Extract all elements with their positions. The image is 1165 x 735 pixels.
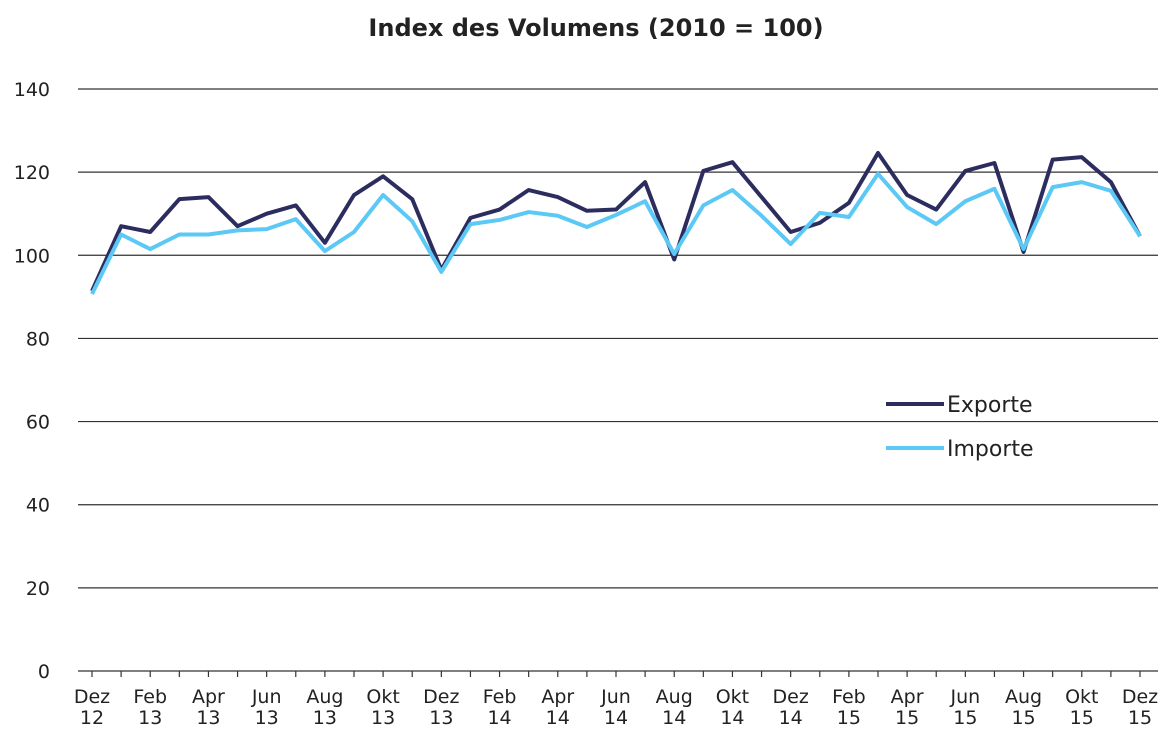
x-tick-label: Aug 13 — [306, 686, 343, 729]
x-tick-label: Dez 14 — [773, 686, 809, 729]
x-tick-label-line: 13 — [255, 707, 279, 729]
x-tick-label-line: Apr — [192, 686, 225, 708]
x-tick-label-line: Okt — [366, 686, 399, 708]
y-tick-label: 80 — [26, 328, 50, 350]
x-tick-label: Okt 13 — [366, 686, 399, 729]
x-tick-label: Apr 15 — [891, 686, 924, 729]
x-tick-label-line: 13 — [371, 707, 395, 729]
x-tick-label-line: Dez — [423, 686, 459, 708]
x-tick-label: Jun 14 — [600, 686, 631, 729]
y-tick-label: 20 — [26, 578, 50, 600]
x-tick-label: Okt 14 — [716, 686, 749, 729]
x-tick-label: Jun 13 — [251, 686, 282, 729]
x-tick-label: Jun 15 — [949, 686, 980, 729]
x-tick-label-line: Okt — [716, 686, 749, 708]
legend-label: Importe — [947, 437, 1034, 462]
x-tick-label-line: 13 — [138, 707, 162, 729]
x-tick-label-line: 14 — [487, 707, 511, 729]
x-tick-label-line: 15 — [895, 707, 919, 729]
x-tick-label: Dez 12 — [74, 686, 110, 729]
x-tick-label: Feb 13 — [133, 686, 167, 729]
series-line — [90, 171, 1142, 295]
x-tick-label-line: Dez — [74, 686, 110, 708]
x-tick-label: Feb 15 — [832, 686, 866, 729]
x-tick-label: Aug 14 — [656, 686, 693, 729]
x-tick-label-line: 13 — [313, 707, 337, 729]
x-tick-label-line: 14 — [720, 707, 744, 729]
series-line — [90, 151, 1142, 292]
x-tick-label-line: 15 — [1128, 707, 1152, 729]
x-tick-label-line: Feb — [483, 686, 517, 708]
x-tick-label: Feb 14 — [483, 686, 517, 729]
x-tick-label-line: 14 — [662, 707, 686, 729]
x-tick-label-line: Jun — [949, 686, 980, 708]
x-tick-label: Dez 15 — [1122, 686, 1158, 729]
x-tick-label-line: 14 — [604, 707, 628, 729]
y-tick-label: 140 — [14, 79, 50, 101]
x-tick-label-line: Dez — [1122, 686, 1158, 708]
legend-label: Exporte — [947, 393, 1033, 418]
x-tick-label: Apr 13 — [192, 686, 225, 729]
x-tick-label-line: Jun — [251, 686, 282, 708]
x-tick-label-line: Apr — [891, 686, 924, 708]
chart-title: Index des Volumens (2010 = 100) — [368, 14, 823, 42]
x-tick-label-line: 14 — [546, 707, 570, 729]
y-tick-label: 0 — [38, 661, 50, 683]
x-tick-label-line: 15 — [837, 707, 861, 729]
x-tick-label-line: 14 — [779, 707, 803, 729]
y-tick-label: 120 — [14, 162, 50, 184]
x-tick-label-line: 13 — [196, 707, 220, 729]
y-tick-label: 40 — [26, 495, 50, 517]
x-tick-label-line: Dez — [773, 686, 809, 708]
x-tick-label-line: Apr — [541, 686, 574, 708]
y-tick-label: 100 — [14, 245, 50, 267]
x-tick-label-line: Aug — [656, 686, 693, 708]
x-tick-label: Dez 13 — [423, 686, 459, 729]
x-tick-label-line: Jun — [600, 686, 631, 708]
x-tick-label-line: Aug — [306, 686, 343, 708]
x-tick-label-line: 13 — [429, 707, 453, 729]
x-tick-label-line: Feb — [832, 686, 866, 708]
x-tick-label: Okt 15 — [1065, 686, 1098, 729]
x-tick-label-line: Feb — [133, 686, 167, 708]
x-tick-label-line: Okt — [1065, 686, 1098, 708]
x-tick-label-line: 15 — [1070, 707, 1094, 729]
y-tick-label: 60 — [26, 412, 50, 434]
x-tick-label-line: 15 — [1011, 707, 1035, 729]
x-tick-label: Apr 14 — [541, 686, 574, 729]
x-tick-label-line: 15 — [953, 707, 977, 729]
x-tick-label-line: 12 — [80, 707, 104, 729]
x-tick-label: Aug 15 — [1005, 686, 1042, 729]
x-tick-label-line: Aug — [1005, 686, 1042, 708]
